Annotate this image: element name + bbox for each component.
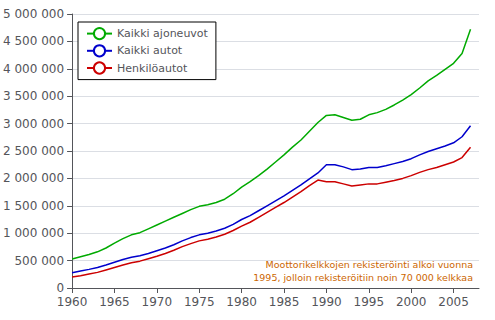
svg-text:1 500 000: 1 500 000: [3, 199, 64, 213]
svg-text:1995, jolloin rekisteröitiin n: 1995, jolloin rekisteröitiin noin 70 000…: [253, 272, 473, 283]
svg-text:2 500 000: 2 500 000: [3, 144, 64, 158]
svg-text:1995: 1995: [354, 295, 385, 309]
svg-text:2005: 2005: [438, 295, 469, 309]
svg-text:2 000 000: 2 000 000: [3, 171, 64, 185]
svg-text:0: 0: [56, 281, 64, 295]
svg-text:1970: 1970: [142, 295, 173, 309]
svg-text:1 000 000: 1 000 000: [3, 226, 64, 240]
svg-text:3 000 000: 3 000 000: [3, 117, 64, 131]
svg-text:1985: 1985: [269, 295, 300, 309]
svg-text:Henkilöautot: Henkilöautot: [117, 62, 188, 75]
svg-text:1960: 1960: [57, 295, 88, 309]
svg-text:1975: 1975: [184, 295, 215, 309]
svg-text:1965: 1965: [99, 295, 130, 309]
svg-text:4 500 000: 4 500 000: [3, 34, 64, 48]
svg-text:1990: 1990: [311, 295, 342, 309]
svg-text:4 000 000: 4 000 000: [3, 62, 64, 76]
svg-text:5 000 000: 5 000 000: [3, 7, 64, 21]
svg-text:Kaikki ajoneuvot: Kaikki ajoneuvot: [117, 27, 209, 40]
svg-text:Kaikki autot: Kaikki autot: [117, 44, 183, 57]
svg-text:3 500 000: 3 500 000: [3, 89, 64, 103]
svg-text:1980: 1980: [226, 295, 257, 309]
svg-text:500 000: 500 000: [14, 254, 64, 268]
svg-text:2000: 2000: [396, 295, 427, 309]
svg-text:Moottorikelkkojen rekisteröint: Moottorikelkkojen rekisteröinti alkoi vu…: [266, 259, 473, 270]
